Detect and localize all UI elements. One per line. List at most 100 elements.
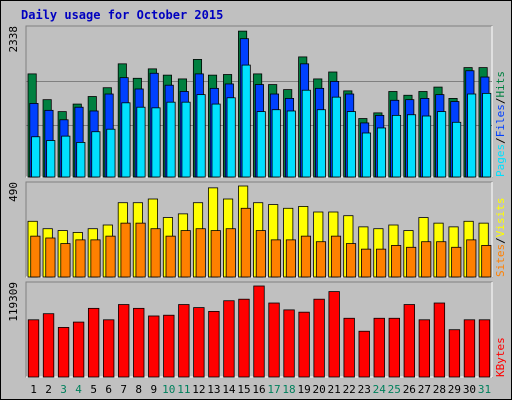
bar-sites-day-30	[466, 239, 477, 278]
legend-middle: Sites/Visits	[494, 198, 507, 278]
legend-entry-slash: /	[494, 237, 507, 244]
bar-sites-day-2	[45, 237, 56, 278]
bar-pages-day-24	[376, 127, 387, 178]
bar-sites-day-14	[225, 228, 236, 278]
bar-pages-day-3	[61, 135, 71, 178]
bar-kbytes-day-30	[463, 319, 476, 378]
bar-pages-day-10	[166, 101, 176, 178]
x-axis-label-day-25: 25	[388, 383, 401, 396]
bar-kbytes-day-4	[72, 321, 85, 378]
bar-sites-day-17	[270, 239, 281, 278]
bar-sites-day-15	[240, 207, 251, 278]
x-axis-label-day-20: 20	[313, 383, 326, 396]
bar-kbytes-day-16	[253, 285, 265, 378]
bar-sites-day-19	[300, 235, 312, 278]
x-axis-label-day-19: 19	[297, 383, 310, 396]
bar-kbytes-day-26	[403, 304, 415, 378]
bar-sites-day-23	[361, 248, 372, 278]
x-axis-label-day-22: 22	[343, 383, 356, 396]
x-axis-label-day-10: 10	[162, 383, 175, 396]
bar-pages-day-8	[136, 106, 146, 178]
x-axis-label-day-28: 28	[433, 383, 446, 396]
bar-kbytes-day-22	[343, 317, 355, 378]
bar-pages-day-1	[31, 136, 41, 178]
bar-kbytes-day-25	[388, 317, 400, 378]
y-axis-labels: 2338 490 119309	[7, 26, 20, 322]
x-axis-label-day-1: 1	[30, 383, 37, 396]
x-axis-labels: 1 2 3 4 5 6 7 8 9 10 11 12 13 14 15 16 17 18 19 20 21 22 23 24 2…	[30, 383, 491, 396]
bar-kbytes-day-28	[433, 302, 446, 378]
legend-bottom: KBytes	[494, 337, 507, 377]
x-axis-label-day-2: 2	[45, 383, 52, 396]
bar-sites-day-22	[345, 243, 357, 278]
bar-sites-day-27	[421, 241, 432, 278]
x-axis-label-day-14: 14	[222, 383, 236, 396]
bar-pages-day-17	[271, 109, 281, 178]
bar-pages-day-30	[467, 93, 477, 178]
legend-entry-files: Files	[494, 104, 507, 137]
bar-sites-day-9	[150, 228, 161, 278]
x-axis-label-day-30: 30	[463, 383, 476, 396]
x-axis-label-day-12: 12	[192, 383, 205, 396]
bar-pages-day-16	[256, 111, 266, 178]
x-axis-label-day-18: 18	[282, 383, 295, 396]
bar-sites-day-4	[75, 239, 86, 278]
bar-sites-day-5	[90, 239, 101, 278]
bar-sites-day-29	[451, 246, 462, 278]
bar-sites-day-12	[195, 228, 206, 278]
x-axis-label-day-6: 6	[105, 383, 112, 396]
bar-pages-day-23	[361, 132, 371, 178]
bar-kbytes-day-14	[223, 300, 235, 378]
bar-sites-day-28	[436, 241, 447, 278]
y-axis-max-label-bottom: 119309	[7, 282, 20, 322]
x-axis-label-day-3: 3	[60, 383, 67, 396]
legend-top: Pages/Files/Hits	[494, 71, 507, 177]
bar-pages-day-7	[121, 102, 131, 178]
bar-pages-day-19	[301, 89, 311, 178]
bar-sites-day-8	[135, 222, 146, 278]
x-axis-label-day-17: 17	[267, 383, 280, 396]
bar-kbytes-day-9	[148, 315, 160, 378]
bar-pages-day-29	[452, 121, 462, 178]
bar-sites-day-18	[285, 239, 296, 278]
bar-kbytes-day-15	[238, 298, 250, 378]
bar-sites-day-13	[210, 230, 221, 278]
bar-sites-day-6	[105, 235, 116, 278]
x-axis-label-day-8: 8	[135, 383, 142, 396]
bar-kbytes-day-5	[87, 307, 100, 378]
bar-pages-day-5	[91, 131, 101, 178]
x-axis-label-day-26: 26	[403, 383, 416, 396]
bar-pages-day-6	[106, 128, 116, 178]
bar-kbytes-day-12	[193, 307, 205, 378]
x-axis-label-day-27: 27	[418, 383, 431, 396]
bar-pages-day-28	[437, 111, 447, 178]
bar-kbytes-day-8	[133, 307, 145, 378]
x-axis-label-day-13: 13	[207, 383, 220, 396]
bar-pages-day-20	[316, 109, 326, 178]
bar-sites-day-10	[165, 235, 176, 278]
legend-entry-pages: Pages	[494, 144, 507, 177]
bar-sites-day-24	[376, 248, 387, 278]
bar-kbytes-day-23	[358, 330, 370, 378]
bar-sites-day-7	[120, 222, 131, 278]
x-axis-label-day-21: 21	[328, 383, 341, 396]
x-axis-label-day-11: 11	[177, 383, 190, 396]
bar-kbytes-day-31	[478, 319, 491, 378]
bar-pages-day-11	[181, 101, 191, 178]
legend-entry-kbytes: KBytes	[494, 337, 507, 377]
bar-sites-day-1	[30, 235, 41, 278]
x-axis-label-day-15: 15	[237, 383, 250, 396]
bar-sites-day-31	[481, 245, 492, 278]
bar-pages-day-2	[46, 140, 56, 178]
bar-pages-day-4	[76, 142, 86, 178]
x-axis-label-day-31: 31	[478, 383, 491, 396]
bar-kbytes-day-6	[103, 319, 115, 378]
bar-sites-day-21	[330, 235, 342, 278]
bar-pages-day-31	[482, 92, 492, 178]
y-axis-max-label-middle: 490	[7, 182, 20, 202]
bar-kbytes-day-19	[298, 311, 310, 378]
bar-sites-day-26	[406, 246, 417, 278]
y-axis-max-label-top: 2338	[7, 26, 20, 53]
bar-pages-day-13	[211, 103, 221, 178]
